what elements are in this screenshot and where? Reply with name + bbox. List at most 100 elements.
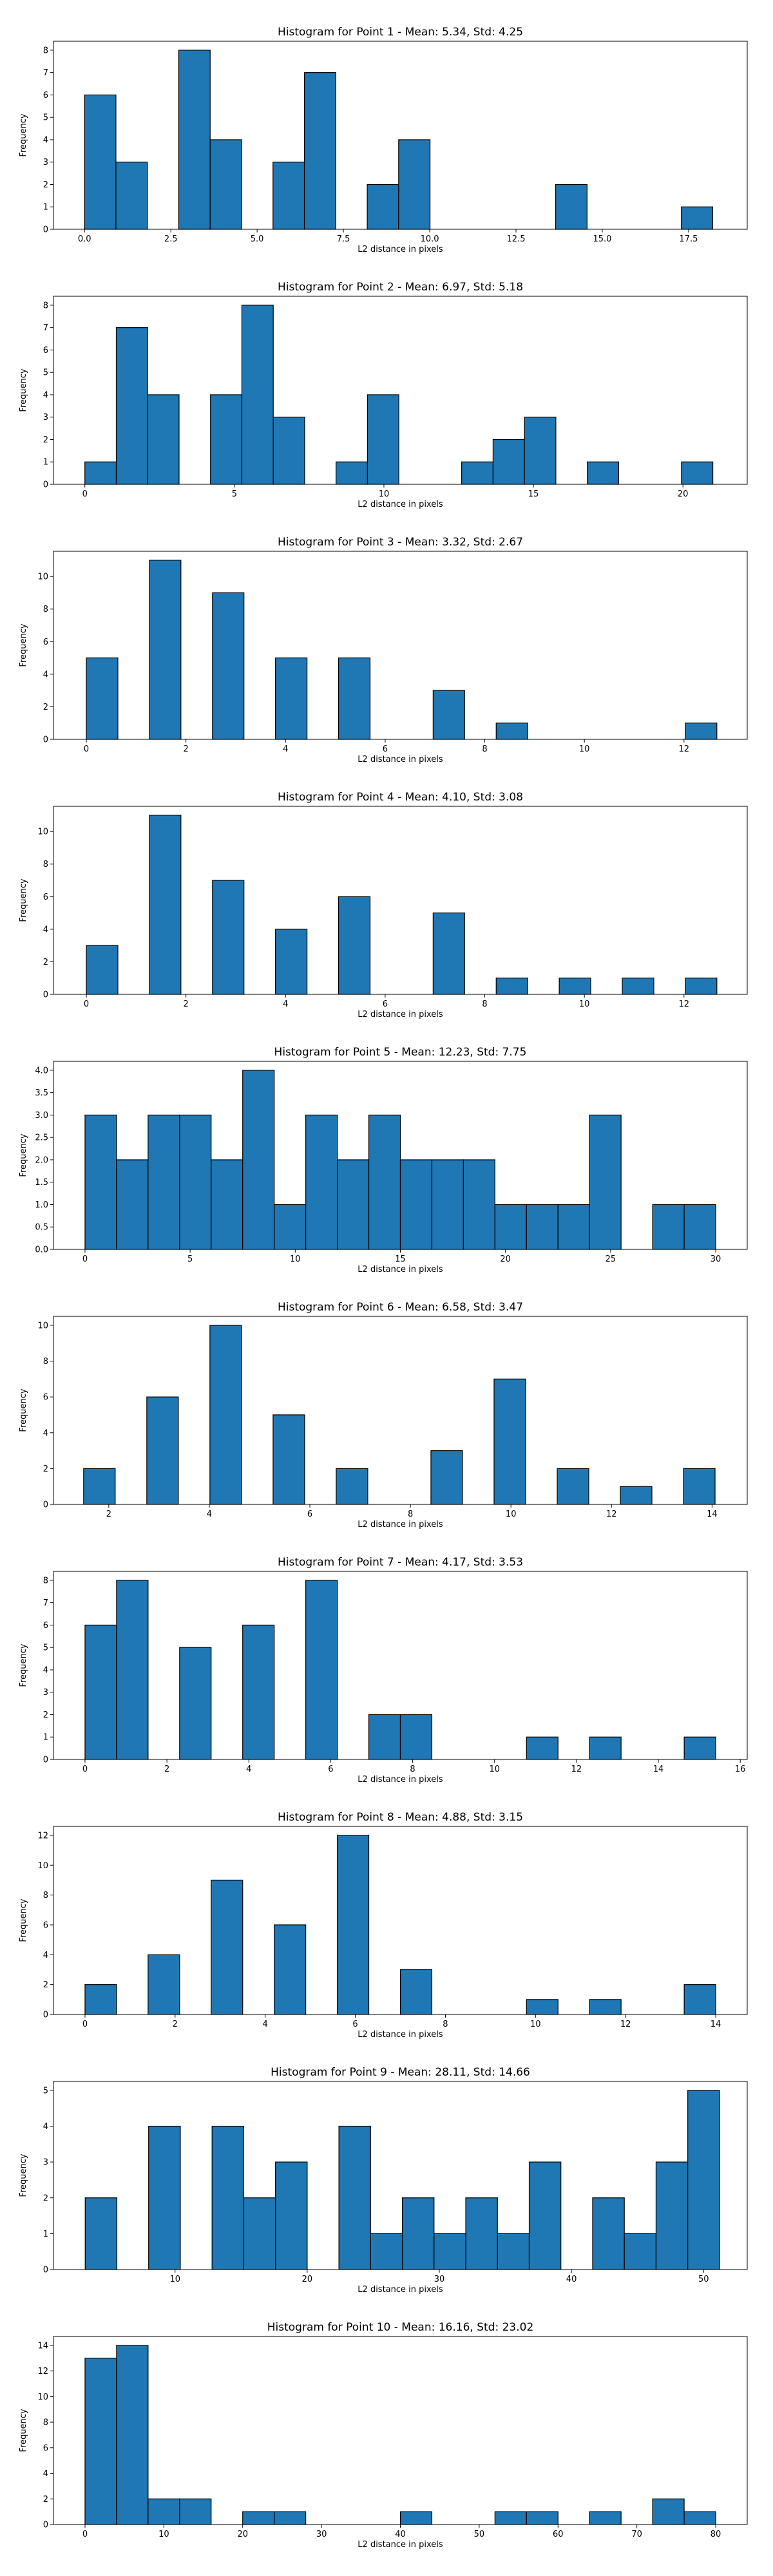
histogram-bar: [434, 2233, 466, 2270]
histogram-bar: [589, 2511, 622, 2525]
x-tick-label: 2: [173, 2020, 178, 2029]
y-tick-label: 4: [43, 1951, 48, 1960]
histogram-bar: [86, 657, 119, 740]
x-tick-label: 80: [711, 2530, 721, 2539]
chart-title: Histogram for Point 4 - Mean: 4.10, Std:…: [278, 791, 523, 804]
histogram-bar: [555, 184, 587, 230]
histogram-bar: [685, 978, 718, 995]
chart-title: Histogram for Point 3 - Mean: 3.32, Std:…: [278, 536, 523, 549]
histogram-bar: [178, 50, 211, 230]
x-tick-label: 6: [307, 1510, 312, 1519]
histogram-bar: [83, 1468, 116, 1505]
x-tick-label: 12: [679, 999, 690, 1009]
y-tick-label: 1.5: [35, 1178, 48, 1188]
x-tick-label: 14: [707, 1510, 718, 1519]
y-axis: 0 2 4 6 8 10: [37, 828, 53, 1000]
histogram-bar: [528, 2161, 562, 2270]
histogram-bar: [336, 1159, 370, 1250]
histogram-bar: [211, 1879, 243, 2015]
histogram-bar: [494, 2511, 527, 2525]
histogram-bars: [86, 560, 718, 740]
y-tick-label: 0: [43, 2266, 48, 2275]
histogram-bar: [212, 880, 245, 995]
histogram-bar: [179, 2498, 212, 2525]
x-tick-label: 10: [290, 1255, 301, 1264]
y-tick-label: 6: [43, 91, 48, 100]
x-tick-label: 5.0: [251, 234, 264, 244]
y-tick-label: 0: [43, 735, 48, 745]
y-axis-label: Frequency: [19, 1899, 28, 1942]
histogram-bar: [272, 162, 305, 230]
x-tick-label: 12: [606, 1510, 617, 1519]
y-tick-label: 8: [43, 1576, 48, 1586]
chart-title: Histogram for Point 9 - Mean: 28.11, Std…: [271, 2066, 530, 2079]
x-tick-label: 7.5: [337, 234, 350, 244]
histogram-bar: [589, 1999, 622, 2015]
x-axis: 0 2 4 6 8 10 12: [84, 739, 689, 754]
x-axis-label: L2 distance in pixels: [358, 1775, 443, 1785]
y-tick-label: 4: [43, 390, 48, 400]
histogram-bar: [305, 1580, 338, 1760]
x-axis-label: L2 distance in pixels: [358, 500, 443, 509]
y-tick-label: 0: [43, 2011, 48, 2020]
histogram-bars: [84, 305, 714, 485]
histogram-bar: [399, 1714, 433, 1760]
y-axis: 0 2 4 6 8 10: [37, 1321, 53, 1510]
histogram-bar: [494, 1204, 527, 1250]
y-tick-label: 2.5: [35, 1133, 48, 1143]
histogram-bar: [683, 1984, 716, 2015]
y-tick-label: 3: [43, 158, 48, 167]
histogram-bar: [557, 1204, 590, 1250]
x-tick-label: 15: [528, 489, 539, 499]
histogram-bar: [399, 2511, 433, 2525]
y-tick-label: 4: [43, 135, 48, 145]
y-tick-label: 1: [43, 2230, 48, 2239]
y-tick-label: 7: [43, 323, 48, 333]
x-tick-label: 8: [443, 2020, 448, 2029]
x-axis: 0 10 20 30 40 50 60 70 80: [82, 2524, 721, 2539]
histogram-bar: [526, 1999, 558, 2015]
x-tick-label: 4: [283, 744, 288, 754]
histogram-bar: [147, 394, 180, 485]
y-tick-label: 7: [43, 1598, 48, 1608]
chart-title: Histogram for Point 7 - Mean: 4.17, Std:…: [278, 1556, 523, 1569]
histogram-bar: [210, 394, 243, 485]
histogram-bar: [116, 1580, 149, 1760]
histogram-bar: [84, 461, 117, 485]
y-tick-label: 0: [43, 2521, 48, 2530]
y-tick-label: 4: [43, 2469, 48, 2479]
y-tick-label: 0.0: [35, 1245, 48, 1255]
histogram-bar: [431, 1159, 464, 1250]
x-tick-label: 10: [579, 744, 590, 754]
x-tick-label: 40: [566, 2275, 577, 2284]
x-tick-label: 0: [82, 489, 88, 499]
y-axis: 0 1 2 3 4 5: [43, 2086, 53, 2275]
histogram-bar: [589, 1114, 622, 1250]
x-tick-label: 12: [571, 1765, 582, 1774]
y-tick-label: 1: [43, 458, 48, 468]
y-axis: 0 1 2 3 4 5 6 7 8: [43, 46, 53, 235]
histogram-bar: [495, 723, 528, 740]
histogram-bar: [84, 2358, 117, 2525]
x-axis: 2 4 6 8 10 12 14: [106, 1504, 718, 1519]
x-tick-label: 10: [579, 999, 590, 1009]
x-tick-label: 10: [489, 1765, 500, 1774]
histogram-bar: [620, 1486, 653, 1505]
histogram-bar: [275, 929, 308, 995]
y-tick-label: 0: [43, 1756, 48, 1765]
x-tick-label: 0: [82, 1765, 88, 1774]
histogram-bar: [241, 305, 274, 485]
y-tick-label: 6: [43, 893, 48, 902]
y-tick-label: 3: [43, 413, 48, 422]
y-axis-label: Frequency: [19, 878, 28, 922]
y-axis: 0 2 4 6 8 10 12: [37, 1831, 53, 2020]
histogram-bar: [652, 2498, 685, 2525]
x-tick-label: 10: [530, 2020, 541, 2029]
y-tick-label: 2: [43, 435, 48, 445]
y-tick-label: 8: [43, 605, 48, 614]
plot-area-frame: [53, 1571, 748, 1760]
y-tick-label: 1: [43, 203, 48, 213]
histogram-bar: [463, 1159, 495, 1250]
histogram-bars: [84, 2090, 720, 2270]
histogram-bar: [526, 1736, 558, 1760]
